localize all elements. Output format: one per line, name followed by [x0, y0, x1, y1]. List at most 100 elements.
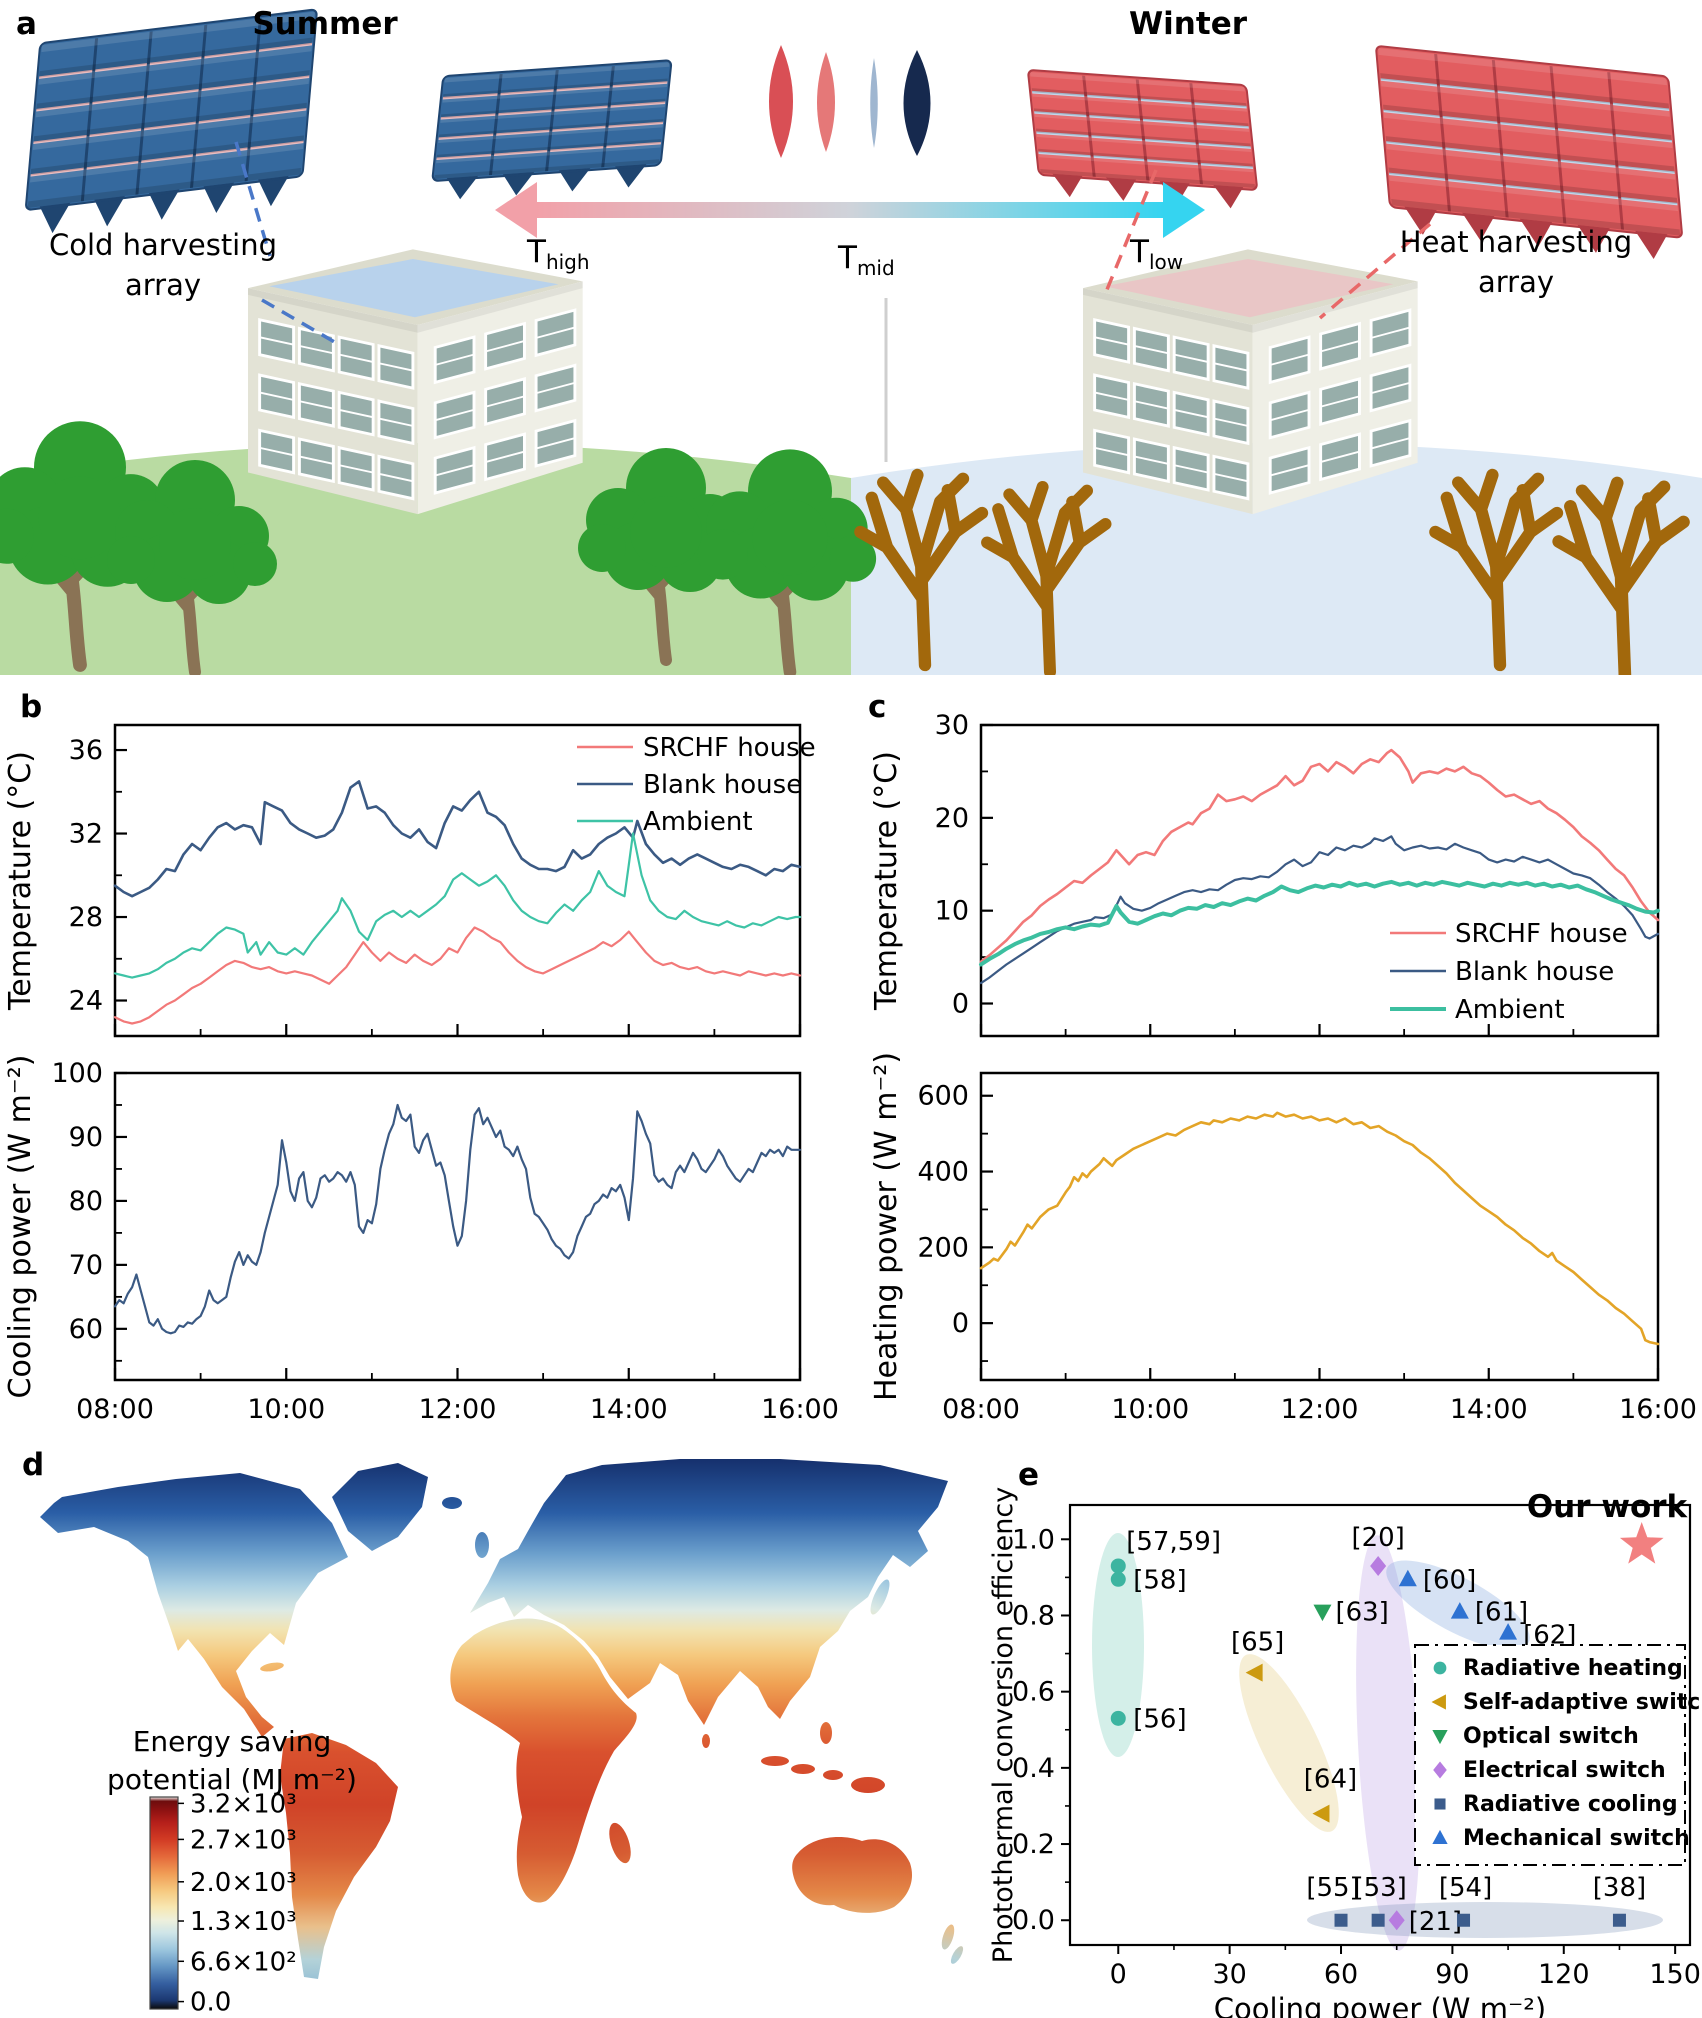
cold-harvesting-array-small-icon	[431, 59, 673, 200]
trees	[0, 421, 1690, 675]
svg-text:Ambient: Ambient	[643, 807, 753, 837]
panel-d-energy-map: d Energy saving potential (MJ m⁻²)3.2×10³…	[22, 1447, 964, 2018]
svg-text:30: 30	[935, 710, 969, 741]
svg-text:1.3×10³: 1.3×10³	[190, 1907, 297, 1937]
svg-text:3.2×10³: 3.2×10³	[190, 1789, 297, 1819]
svg-text:150: 150	[1649, 1959, 1701, 1990]
svg-text:12:00: 12:00	[419, 1394, 497, 1425]
svg-text:10:00: 10:00	[247, 1394, 325, 1425]
heat-array-connector	[1104, 169, 1432, 320]
svg-text:SRCHF house: SRCHF house	[1455, 919, 1628, 949]
svg-text:SRCHF house: SRCHF house	[643, 733, 816, 763]
bare-tree-icon	[981, 480, 1112, 675]
summer-title: Summer	[252, 6, 398, 42]
svg-text:0.6: 0.6	[1012, 1677, 1055, 1708]
cold-array-connector	[234, 141, 339, 346]
panel-label-e: e	[1018, 1457, 1039, 1493]
bare-tree-icon	[1429, 468, 1564, 672]
svg-text:Radiative heating: Radiative heating	[1463, 1656, 1683, 1681]
svg-text:Temperature (°C): Temperature (°C)	[3, 751, 38, 1011]
svg-text:[58]: [58]	[1133, 1565, 1186, 1595]
svg-text:[61]: [61]	[1475, 1598, 1528, 1628]
map-colorbar: Energy saving potential (MJ m⁻²)3.2×10³ 2.…	[107, 1725, 357, 2018]
svg-text:Temperature (°C): Temperature (°C)	[869, 751, 904, 1011]
svg-text:0.0: 0.0	[1012, 1905, 1055, 1936]
panel-c-winter-charts: c 0 10 20 30 Temperature (°C) SRCHF house Blan…	[868, 689, 1697, 1425]
svg-text:0: 0	[952, 1308, 969, 1339]
winter-building-icon	[1083, 249, 1418, 515]
heat-harvesting-array-large-icon	[1375, 45, 1683, 259]
panel-a-illustration: a Summer Winter Cold harvesting array He…	[0, 6, 1702, 675]
chart-b-temperature: 24 28 32 36 Temperature (°C) SRCHF house Blank…	[3, 723, 816, 1038]
svg-text:[57,59]: [57,59]	[1126, 1527, 1221, 1557]
svg-text:Heating power (W m⁻²): Heating power (W m⁻²)	[869, 1052, 904, 1401]
green-tree-icon	[107, 460, 277, 675]
svg-text:10:00: 10:00	[1111, 1394, 1189, 1425]
svg-text:2.0×10³: 2.0×10³	[190, 1868, 297, 1898]
svg-text:24: 24	[69, 986, 103, 1017]
panel-label-c: c	[868, 689, 886, 725]
svg-text:Radiative cooling: Radiative cooling	[1463, 1792, 1678, 1817]
svg-text:[56]: [56]	[1133, 1704, 1186, 1734]
svg-text:0: 0	[952, 989, 969, 1020]
svg-text:[63]: [63]	[1335, 1598, 1388, 1628]
svg-text:20: 20	[935, 803, 969, 834]
svg-text:400: 400	[917, 1157, 969, 1188]
svg-text:[20]: [20]	[1351, 1523, 1404, 1553]
svg-text:Blank house: Blank house	[643, 770, 802, 800]
cold-array-label-line1: Cold harvesting	[49, 228, 277, 262]
panel-label-d: d	[22, 1447, 44, 1483]
svg-text:Optical switch: Optical switch	[1463, 1724, 1639, 1749]
svg-text:Self-adaptive switch: Self-adaptive switch	[1463, 1690, 1702, 1715]
svg-text:90: 90	[1435, 1959, 1469, 1990]
svg-text:6.6×10²: 6.6×10²	[190, 1947, 297, 1977]
heat-array-label-line2: array	[1478, 265, 1554, 299]
bare-tree-icon	[1552, 476, 1690, 675]
panel-e-comparison-scatter: e 0 30 60 90 120 150 0.0 0.2 0.4 0.6 0.8 1.0 Cooling…	[990, 1457, 1702, 2018]
buildings	[248, 249, 1418, 515]
svg-text:12:00: 12:00	[1281, 1394, 1359, 1425]
bare-tree-icon	[854, 468, 989, 672]
svg-text:14:00: 14:00	[590, 1394, 668, 1425]
svg-text:200: 200	[917, 1232, 969, 1263]
svg-text:16:00: 16:00	[1619, 1394, 1697, 1425]
heat-array-label-line1: Heat harvesting	[1400, 225, 1632, 259]
winter-title: Winter	[1129, 6, 1248, 42]
svg-text:0.8: 0.8	[1012, 1600, 1055, 1631]
svg-text:32: 32	[69, 819, 103, 850]
svg-text:Photothermal conversion effici: Photothermal conversion efficiency	[990, 1487, 1019, 1963]
svg-text:28: 28	[69, 902, 103, 933]
panel-b-summer-charts: b 24 28 32 36 Temperature (°C) SRCHF house Bla…	[3, 689, 839, 1425]
svg-text:0: 0	[1110, 1959, 1127, 1990]
green-tree-icon	[697, 449, 877, 675]
svg-text:[38]: [38]	[1593, 1873, 1646, 1903]
temperature-arrow-icon	[495, 182, 1205, 238]
svg-text:Cooling power (W m⁻²): Cooling power (W m⁻²)	[1214, 1992, 1546, 2018]
svg-text:Our work: Our work	[1527, 1489, 1689, 1525]
svg-text:[64]: [64]	[1304, 1765, 1357, 1795]
svg-text:[60]: [60]	[1423, 1565, 1476, 1595]
svg-text:08:00: 08:00	[76, 1394, 154, 1425]
svg-text:120: 120	[1538, 1959, 1590, 1990]
svg-text:[55]: [55]	[1306, 1873, 1359, 1903]
chart-c-temperature: 0 10 20 30 Temperature (°C) SRCHF house Blank …	[869, 710, 1660, 1038]
svg-text:08:00: 08:00	[942, 1394, 1020, 1425]
summer-building-icon	[248, 249, 583, 515]
svg-text:60: 60	[69, 1314, 103, 1345]
t-mid-label: Tmid	[837, 240, 895, 280]
switching-membranes-icon	[769, 45, 931, 158]
svg-text:60: 60	[1324, 1959, 1358, 1990]
t-high-label: Thigh	[526, 234, 590, 274]
svg-text:0.2: 0.2	[1012, 1829, 1055, 1860]
panel-label-b: b	[20, 689, 42, 725]
heat-harvesting-array-small-icon	[1027, 69, 1258, 209]
svg-text:potential (MJ m⁻²): potential (MJ m⁻²)	[107, 1763, 357, 1796]
chart-e-scatter: 0 30 60 90 120 150 0.0 0.2 0.4 0.6 0.8 1.0 Cooling p…	[990, 1487, 1702, 2018]
t-low-label: Tlow	[1129, 234, 1183, 274]
world-map	[40, 1459, 964, 1979]
svg-text:[53]: [53]	[1353, 1873, 1406, 1903]
chart-c-heating-power: 08:00 10:00 12:00 14:00 16:00 0 200 400 600 Heati…	[869, 1052, 1697, 1425]
svg-text:90: 90	[69, 1122, 103, 1153]
cold-array-label-line2: array	[125, 268, 201, 302]
